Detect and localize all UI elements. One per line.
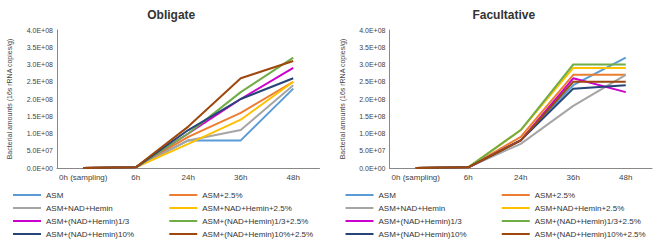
svg-text:4.0E+08: 4.0E+08 <box>359 27 385 34</box>
svg-text:4.0E+08: 4.0E+08 <box>27 27 53 34</box>
svg-text:2.0E+08: 2.0E+08 <box>359 96 385 103</box>
svg-text:36h: 36h <box>567 173 580 182</box>
svg-text:1.5E+08: 1.5E+08 <box>359 113 385 120</box>
svg-text:48h: 48h <box>619 173 632 182</box>
svg-text:ASM: ASM <box>379 191 397 200</box>
svg-text:ASM: ASM <box>46 191 64 200</box>
svg-text:0.0E+00: 0.0E+00 <box>359 165 385 172</box>
svg-text:Bacterial amounts (16s rRNA co: Bacterial amounts (16s rRNA copies/g) <box>6 39 14 160</box>
svg-text:2.5E+08: 2.5E+08 <box>359 78 385 85</box>
svg-text:ASM+(NAD+Hemin)1/3: ASM+(NAD+Hemin)1/3 <box>46 217 130 226</box>
svg-text:ASM+NAD+Hemin+2.5%: ASM+NAD+Hemin+2.5% <box>202 204 292 213</box>
svg-text:0.0E+00: 0.0E+00 <box>27 165 53 172</box>
svg-text:2.5E+08: 2.5E+08 <box>27 78 53 85</box>
svg-text:24h: 24h <box>514 173 527 182</box>
svg-text:0h (sampling): 0h (sampling) <box>392 173 441 182</box>
svg-text:Bacterial amounts (16s rRNA co: Bacterial amounts (16s rRNA copies/g) <box>339 39 347 160</box>
svg-text:6h: 6h <box>131 173 140 182</box>
svg-text:6h: 6h <box>464 173 473 182</box>
svg-text:3.0E+08: 3.0E+08 <box>27 61 53 68</box>
svg-text:0h (sampling): 0h (sampling) <box>59 173 108 182</box>
svg-text:ASM+(NAD+Hemin)10%+2.5%: ASM+(NAD+Hemin)10%+2.5% <box>535 230 646 239</box>
svg-text:ASM+(NAD+Hemin)1/3+2.5%: ASM+(NAD+Hemin)1/3+2.5% <box>535 217 641 226</box>
svg-text:ASM+(NAD+Hemin)1/3+2.5%: ASM+(NAD+Hemin)1/3+2.5% <box>202 217 308 226</box>
svg-text:24h: 24h <box>182 173 195 182</box>
svg-text:3.5E+08: 3.5E+08 <box>359 44 385 51</box>
svg-text:ASM+NAD+Hemin: ASM+NAD+Hemin <box>379 204 446 213</box>
svg-text:1.5E+08: 1.5E+08 <box>27 113 53 120</box>
svg-text:ASM+NAD+Hemin: ASM+NAD+Hemin <box>46 204 113 213</box>
svg-text:3.0E+08: 3.0E+08 <box>359 61 385 68</box>
svg-text:ASM+(NAD+Hemin)10%+2.5%: ASM+(NAD+Hemin)10%+2.5% <box>202 230 313 239</box>
svg-text:48h: 48h <box>287 173 300 182</box>
svg-text:5.0E+07: 5.0E+07 <box>359 147 385 154</box>
svg-text:3.5E+08: 3.5E+08 <box>27 44 53 51</box>
svg-text:ASM+NAD+Hemin+2.5%: ASM+NAD+Hemin+2.5% <box>535 204 625 213</box>
svg-text:ASM+(NAD+Hemin)1/3: ASM+(NAD+Hemin)1/3 <box>379 217 463 226</box>
svg-text:ASM+2.5%: ASM+2.5% <box>202 191 242 200</box>
svg-text:5.0E+07: 5.0E+07 <box>27 147 53 154</box>
svg-text:1.0E+08: 1.0E+08 <box>27 130 53 137</box>
svg-text:Facultative: Facultative <box>472 8 535 22</box>
svg-text:36h: 36h <box>234 173 247 182</box>
svg-text:ASM+(NAD+Hemin)10%: ASM+(NAD+Hemin)10% <box>379 230 467 239</box>
svg-text:1.0E+08: 1.0E+08 <box>359 130 385 137</box>
svg-text:ASM+2.5%: ASM+2.5% <box>535 191 575 200</box>
svg-text:ASM+(NAD+Hemin)10%: ASM+(NAD+Hemin)10% <box>46 230 134 239</box>
svg-text:Obligate: Obligate <box>147 8 195 22</box>
svg-text:2.0E+08: 2.0E+08 <box>27 96 53 103</box>
